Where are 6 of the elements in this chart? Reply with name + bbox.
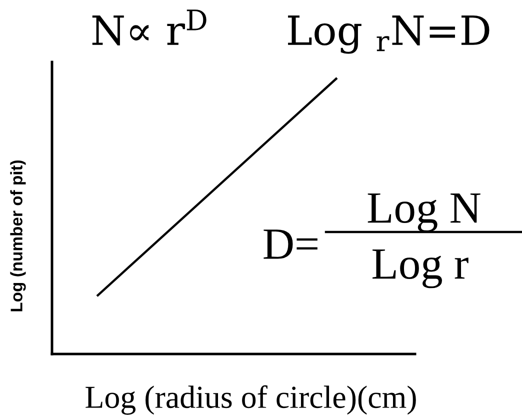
y-axis-title: Log (number of pit): [10, 160, 26, 312]
annotation: D=: [264, 230, 318, 259]
annotation: Log N: [368, 193, 480, 232]
chart-title: N∝ r$^{D}$ Log $_{r}$N=D: [92, 10, 490, 54]
annotation: Log r: [372, 249, 468, 288]
x-axis-title: Log (radius of circle)(cm): [86, 385, 416, 415]
